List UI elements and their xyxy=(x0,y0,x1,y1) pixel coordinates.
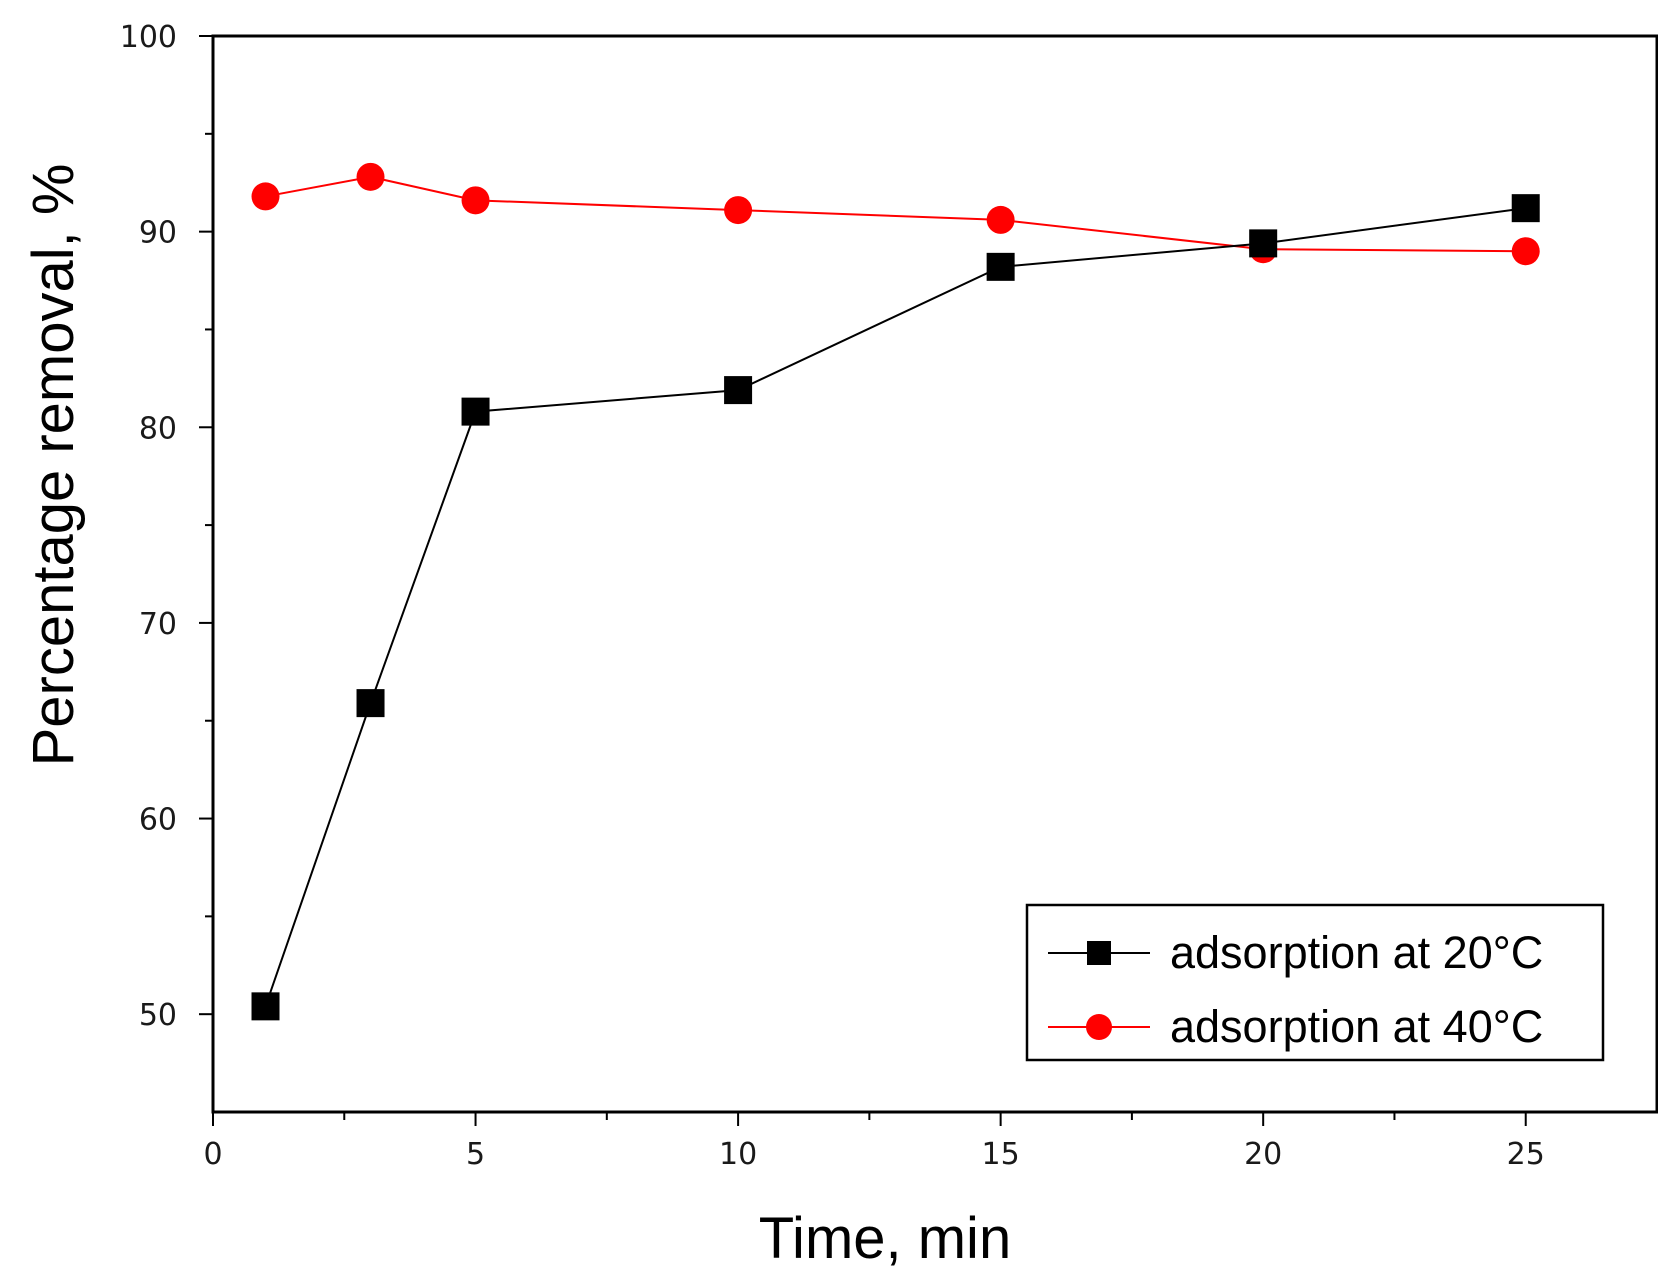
tick-labels: 0 5 10 15 20 25 50 60 70 80 90 100 xyxy=(120,20,1545,1172)
data-point-square xyxy=(461,397,490,426)
data-point-square xyxy=(986,252,1015,281)
data-point-circle xyxy=(461,186,490,215)
data-point-circle xyxy=(1511,237,1540,266)
legend-box xyxy=(1025,903,1605,1062)
y-tick-label: 60 xyxy=(139,803,177,838)
data-point-circle xyxy=(724,196,753,225)
x-tick-label: 0 xyxy=(203,1137,222,1172)
y-tick-label: 50 xyxy=(139,998,177,1033)
x-tick-label: 10 xyxy=(719,1137,757,1172)
y-tick-label: 100 xyxy=(120,20,177,55)
data-point-circle xyxy=(986,205,1015,234)
data-point-square xyxy=(1249,229,1278,258)
x-tick-label: 15 xyxy=(982,1137,1020,1172)
y-axis-title: Percentage removal, % xyxy=(21,164,86,767)
y-tick-label: 90 xyxy=(139,216,177,251)
y-tick-label: 70 xyxy=(139,607,177,642)
plot-frame xyxy=(211,34,1658,1114)
x-tick-label: 20 xyxy=(1244,1137,1282,1172)
legend-marker-square-icon xyxy=(1087,941,1111,965)
data-point-square xyxy=(724,376,753,405)
series-layer xyxy=(251,162,1540,1021)
data-point-circle xyxy=(356,162,385,191)
x-tick-label: 25 xyxy=(1507,1137,1545,1172)
legend-label-40c: adsorption at 40°C xyxy=(1170,1001,1543,1052)
data-point-circle xyxy=(251,182,280,211)
data-point-square xyxy=(251,992,280,1021)
legend-marker-circle-icon xyxy=(1086,1014,1112,1040)
x-tick-label: 5 xyxy=(466,1137,485,1172)
y-tick-label: 80 xyxy=(139,411,177,446)
data-point-square xyxy=(1511,194,1540,223)
legend-label-20c: adsorption at 20°C xyxy=(1170,927,1543,978)
legend: adsorption at 20°C adsorption at 40°C xyxy=(1025,903,1605,1062)
data-point-square xyxy=(356,689,385,718)
x-axis-title: Time, min xyxy=(759,1206,1011,1270)
